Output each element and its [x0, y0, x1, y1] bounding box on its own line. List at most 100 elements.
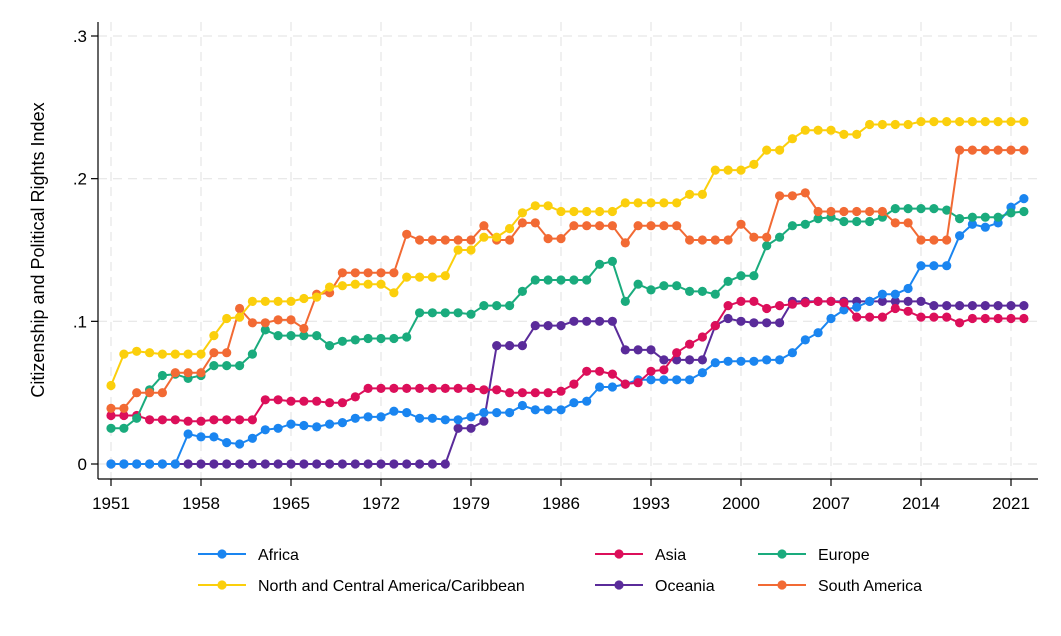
data-point-oceania	[196, 459, 206, 469]
data-point-north-and-central-america-caribbean	[543, 201, 553, 211]
data-point-south-america	[582, 221, 592, 231]
data-point-oceania	[749, 318, 759, 328]
data-point-south-america	[942, 235, 952, 245]
data-point-north-and-central-america-caribbean	[299, 293, 309, 304]
data-point-europe	[312, 331, 322, 341]
data-point-europe	[595, 259, 605, 269]
data-point-south-america	[145, 388, 155, 398]
data-point-asia	[389, 383, 399, 393]
data-point-south-america	[839, 206, 849, 217]
axis-ticks: 0 .1 .2 .3 1951 1958 1965 1972 1979 1986 1993 2000 2…	[73, 27, 1030, 513]
data-point-oceania	[350, 459, 360, 469]
data-point-north-and-central-america-caribbean	[170, 349, 180, 359]
data-point-oceania	[697, 355, 708, 365]
data-point-oceania	[286, 459, 296, 469]
data-point-africa	[517, 400, 528, 411]
data-point-oceania	[376, 459, 386, 469]
data-point-europe	[517, 286, 528, 296]
data-point-africa	[723, 356, 733, 366]
data-point-asia	[633, 378, 643, 388]
data-point-africa	[119, 459, 129, 469]
data-point-africa	[697, 368, 708, 378]
data-point-north-and-central-america-caribbean	[427, 272, 437, 282]
legend-item-north-and-central-america-caribbean: North and Central America/Caribbean	[198, 578, 525, 595]
data-point-south-america	[235, 303, 245, 314]
series-oceania	[106, 296, 1029, 469]
data-point-south-america	[1019, 145, 1029, 155]
data-point-asia	[993, 313, 1003, 324]
data-point-south-america	[800, 188, 810, 198]
data-point-asia	[749, 296, 759, 306]
data-point-oceania	[942, 301, 952, 311]
data-point-africa	[402, 408, 412, 418]
data-point-oceania	[479, 416, 489, 426]
data-point-south-america	[517, 218, 528, 228]
data-point-asia	[247, 415, 257, 425]
data-point-africa	[427, 413, 437, 423]
data-point-asia	[145, 415, 155, 425]
data-point-north-and-central-america-caribbean	[556, 206, 566, 217]
data-point-asia	[942, 312, 952, 322]
legend: Africa Asia Europe North and Central Americ…	[198, 547, 922, 595]
data-point-north-and-central-america-caribbean	[530, 201, 540, 211]
data-point-asia	[787, 299, 798, 309]
data-point-oceania	[620, 345, 630, 355]
data-point-south-america	[633, 221, 643, 231]
x-tick-label: 2021	[992, 494, 1030, 513]
data-point-asia	[595, 366, 605, 376]
legend-swatch-marker	[614, 580, 624, 590]
data-point-asia	[260, 395, 270, 405]
data-point-oceania	[517, 341, 528, 351]
data-point-africa	[736, 356, 746, 366]
data-point-africa	[453, 415, 463, 425]
data-point-oceania	[916, 296, 926, 306]
data-point-south-america	[543, 234, 553, 244]
data-point-asia	[170, 415, 180, 425]
x-tick-label: 1986	[542, 494, 580, 513]
data-point-europe	[646, 285, 656, 295]
data-point-asia	[530, 388, 540, 398]
x-tick-label: 1958	[182, 494, 220, 513]
data-point-oceania	[337, 459, 347, 469]
data-point-africa	[145, 459, 155, 469]
x-tick-label: 1993	[632, 494, 670, 513]
data-point-south-america	[286, 315, 296, 325]
data-point-oceania	[762, 318, 772, 328]
data-point-north-and-central-america-caribbean	[659, 198, 669, 208]
data-point-south-america	[260, 318, 270, 328]
x-tick-label: 1965	[272, 494, 310, 513]
legend-item-europe: Europe	[758, 547, 870, 564]
data-point-north-and-central-america-caribbean	[517, 208, 528, 218]
data-point-europe	[337, 336, 347, 346]
data-point-africa	[826, 313, 836, 324]
data-point-asia	[800, 298, 810, 308]
data-point-asia	[299, 396, 309, 406]
data-point-europe	[415, 308, 425, 318]
series-south-america	[106, 145, 1029, 413]
data-point-north-and-central-america-caribbean	[505, 224, 515, 234]
data-point-europe	[106, 423, 116, 433]
data-point-africa	[607, 382, 618, 392]
data-point-asia	[775, 301, 785, 311]
data-point-asia	[453, 383, 463, 393]
data-point-oceania	[402, 459, 412, 469]
data-point-oceania	[1006, 301, 1016, 311]
data-point-africa	[286, 419, 296, 429]
data-point-south-america	[363, 268, 373, 278]
data-point-south-america	[595, 221, 605, 231]
data-point-asia	[479, 385, 489, 395]
data-point-south-america	[132, 388, 142, 398]
data-point-north-and-central-america-caribbean	[466, 245, 476, 255]
data-point-south-america	[877, 206, 888, 217]
legend-label: North and Central America/Caribbean	[258, 578, 525, 595]
data-point-asia	[106, 410, 116, 421]
data-point-europe	[1006, 208, 1016, 218]
data-point-europe	[569, 275, 579, 285]
data-point-oceania	[453, 423, 463, 433]
data-point-europe	[157, 370, 167, 381]
data-point-europe	[209, 361, 219, 371]
data-point-south-america	[659, 221, 669, 231]
data-point-north-and-central-america-caribbean	[325, 282, 335, 292]
data-point-south-america	[556, 234, 566, 244]
data-point-north-and-central-america-caribbean	[286, 296, 296, 306]
